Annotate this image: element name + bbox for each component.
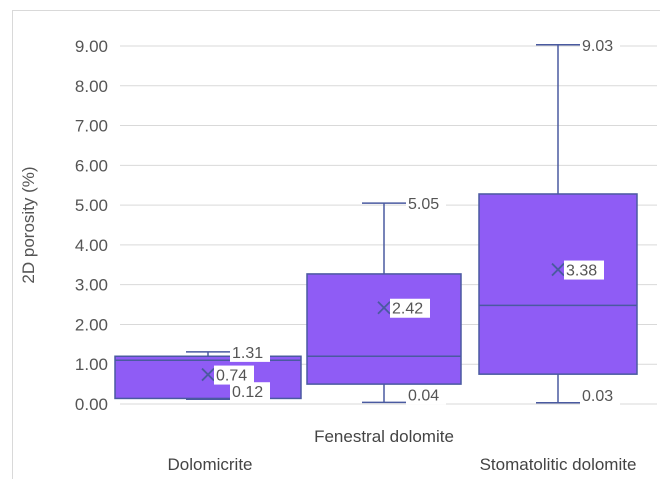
x-category-label: Stomatolitic dolomite	[480, 455, 637, 474]
mean-label: 2.42	[392, 301, 423, 318]
boxes: 1.31 0.740.12 5.05 2.42 0.04 9.03 3.38 0.03	[114, 35, 638, 405]
iqr-box	[114, 355, 302, 400]
max-label: 9.03	[582, 38, 613, 55]
max-label-bg	[580, 35, 620, 55]
max-label-bg	[406, 194, 446, 214]
y-axis-label: 2D porosity (%)	[19, 166, 38, 283]
box-fenestral-dolomite: 5.05 2.42 0.04	[306, 194, 462, 405]
mean-label-bg	[390, 298, 430, 318]
box-dolomicrite: 1.31 0.740.12	[114, 342, 302, 402]
y-tick-label: 9.00	[75, 37, 108, 56]
chart-frame	[12, 10, 660, 479]
iqr-box	[478, 193, 638, 375]
min-label: 0.12	[232, 384, 263, 401]
box-stomatolitic-dolomite: 9.03 3.38 0.03	[478, 35, 638, 405]
y-tick-label: 2.00	[75, 315, 108, 334]
max-label-bg	[230, 342, 270, 362]
y-axis-ticks: 0.00 1.00 2.00 3.00 4.00 5.00 6.00 7.00 8.00 9.00	[75, 37, 108, 414]
y-tick-label: 6.00	[75, 156, 108, 175]
y-tick-label: 7.00	[75, 117, 108, 136]
min-label: 0.04	[408, 387, 439, 404]
iqr-box	[306, 273, 462, 385]
max-label: 1.31	[232, 345, 263, 362]
mean-label-bg	[214, 365, 254, 385]
y-tick-label: 3.00	[75, 276, 108, 295]
y-tick-label: 1.00	[75, 355, 108, 374]
x-axis-categories: Dolomicrite Fenestral dolomite Stomatoliti…	[167, 427, 636, 474]
mean-marker	[551, 262, 565, 277]
mean-marker	[201, 367, 215, 382]
x-category-label: Fenestral dolomite	[314, 427, 454, 446]
min-label-bg	[406, 385, 446, 405]
y-tick-label: 5.00	[75, 196, 108, 215]
mean-label: 3.38	[566, 263, 597, 280]
mean-label-bg	[564, 260, 604, 280]
y-tick-label: 8.00	[75, 77, 108, 96]
y-tick-label: 0.00	[75, 395, 108, 414]
x-category-label: Dolomicrite	[167, 455, 252, 474]
min-label-bg	[230, 382, 270, 402]
max-label: 5.05	[408, 196, 439, 213]
y-tick-label: 4.00	[75, 236, 108, 255]
mean-label: 0.74	[216, 368, 247, 385]
mean-marker	[377, 301, 391, 315]
min-label: 0.03	[582, 388, 613, 405]
min-label-bg	[580, 385, 620, 405]
